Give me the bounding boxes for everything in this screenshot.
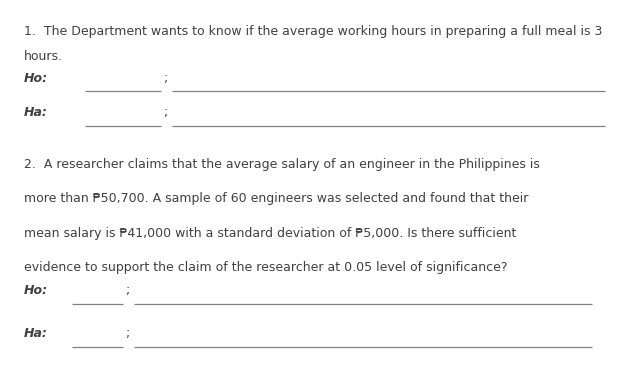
- Text: Ha:: Ha:: [24, 327, 48, 340]
- Text: 1.  The Department wants to know if the average working hours in preparing a ful: 1. The Department wants to know if the a…: [24, 25, 602, 38]
- Text: ;: ;: [126, 327, 130, 340]
- Text: hours.: hours.: [24, 50, 63, 62]
- Text: evidence to support the claim of the researcher at 0.05 level of significance?: evidence to support the claim of the res…: [24, 261, 507, 274]
- Text: ;: ;: [164, 72, 168, 85]
- Text: 2.  A researcher claims that the average salary of an engineer in the Philippine: 2. A researcher claims that the average …: [24, 158, 540, 171]
- Text: ;: ;: [126, 284, 130, 297]
- Text: more than ₱50,700. A sample of 60 engineers was selected and found that their: more than ₱50,700. A sample of 60 engine…: [24, 192, 529, 205]
- Text: mean salary is ₱41,000 with a standard deviation of ₱5,000. Is there sufficient: mean salary is ₱41,000 with a standard d…: [24, 227, 517, 240]
- Text: Ho:: Ho:: [24, 284, 48, 297]
- Text: Ha:: Ha:: [24, 106, 48, 119]
- Text: ;: ;: [164, 106, 168, 119]
- Text: Ho:: Ho:: [24, 72, 48, 85]
